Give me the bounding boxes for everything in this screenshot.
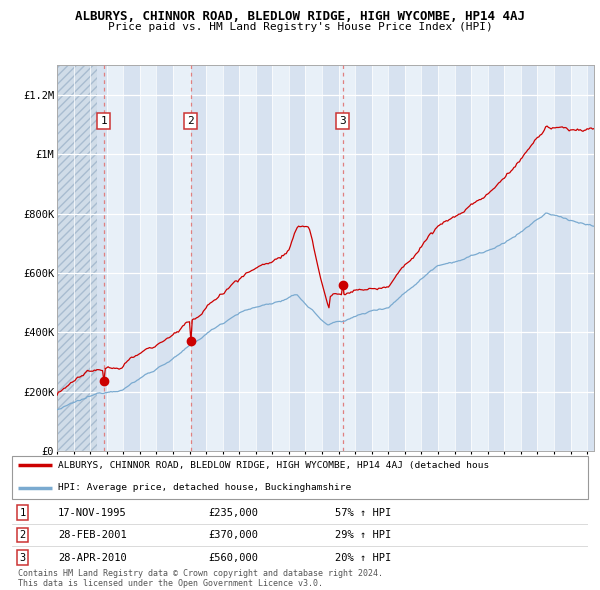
- Bar: [587, 65, 594, 451]
- Text: 1: 1: [19, 508, 25, 517]
- Text: Price paid vs. HM Land Registry's House Price Index (HPI): Price paid vs. HM Land Registry's House …: [107, 22, 493, 32]
- Text: ALBURYS, CHINNOR ROAD, BLEDLOW RIDGE, HIGH WYCOMBE, HP14 4AJ (detached hous: ALBURYS, CHINNOR ROAD, BLEDLOW RIDGE, HI…: [58, 461, 490, 470]
- Bar: [289, 65, 305, 451]
- Text: 28-FEB-2001: 28-FEB-2001: [58, 530, 127, 540]
- Bar: [57, 65, 74, 451]
- Text: £560,000: £560,000: [208, 553, 258, 562]
- Bar: [140, 65, 157, 451]
- Bar: [190, 65, 206, 451]
- Bar: [123, 65, 140, 451]
- Bar: [305, 65, 322, 451]
- Text: 17-NOV-1995: 17-NOV-1995: [58, 508, 127, 517]
- Text: 3: 3: [19, 553, 25, 562]
- Bar: [74, 65, 90, 451]
- Bar: [405, 65, 421, 451]
- Bar: [554, 65, 571, 451]
- Bar: [90, 65, 107, 451]
- Bar: [57, 65, 97, 451]
- Bar: [223, 65, 239, 451]
- Text: 1: 1: [101, 116, 107, 126]
- Bar: [322, 65, 338, 451]
- Text: 28-APR-2010: 28-APR-2010: [58, 553, 127, 562]
- Bar: [206, 65, 223, 451]
- Bar: [239, 65, 256, 451]
- Bar: [538, 65, 554, 451]
- Bar: [504, 65, 521, 451]
- Bar: [173, 65, 190, 451]
- Bar: [421, 65, 438, 451]
- Text: £370,000: £370,000: [208, 530, 258, 540]
- Bar: [388, 65, 405, 451]
- Text: £235,000: £235,000: [208, 508, 258, 517]
- Bar: [157, 65, 173, 451]
- Text: 20% ↑ HPI: 20% ↑ HPI: [335, 553, 391, 562]
- Bar: [256, 65, 272, 451]
- Bar: [338, 65, 355, 451]
- Bar: [107, 65, 123, 451]
- Bar: [272, 65, 289, 451]
- Bar: [571, 65, 587, 451]
- Bar: [355, 65, 372, 451]
- Text: 2: 2: [19, 530, 25, 540]
- Text: Contains HM Land Registry data © Crown copyright and database right 2024.
This d: Contains HM Land Registry data © Crown c…: [18, 569, 383, 588]
- Text: 29% ↑ HPI: 29% ↑ HPI: [335, 530, 391, 540]
- Bar: [438, 65, 455, 451]
- Bar: [372, 65, 388, 451]
- Text: 57% ↑ HPI: 57% ↑ HPI: [335, 508, 391, 517]
- Text: 3: 3: [340, 116, 346, 126]
- Bar: [471, 65, 488, 451]
- Text: 2: 2: [188, 116, 194, 126]
- Text: HPI: Average price, detached house, Buckinghamshire: HPI: Average price, detached house, Buck…: [58, 483, 352, 493]
- Bar: [455, 65, 471, 451]
- Text: ALBURYS, CHINNOR ROAD, BLEDLOW RIDGE, HIGH WYCOMBE, HP14 4AJ: ALBURYS, CHINNOR ROAD, BLEDLOW RIDGE, HI…: [75, 10, 525, 23]
- Bar: [488, 65, 504, 451]
- Bar: [521, 65, 538, 451]
- FancyBboxPatch shape: [12, 456, 588, 499]
